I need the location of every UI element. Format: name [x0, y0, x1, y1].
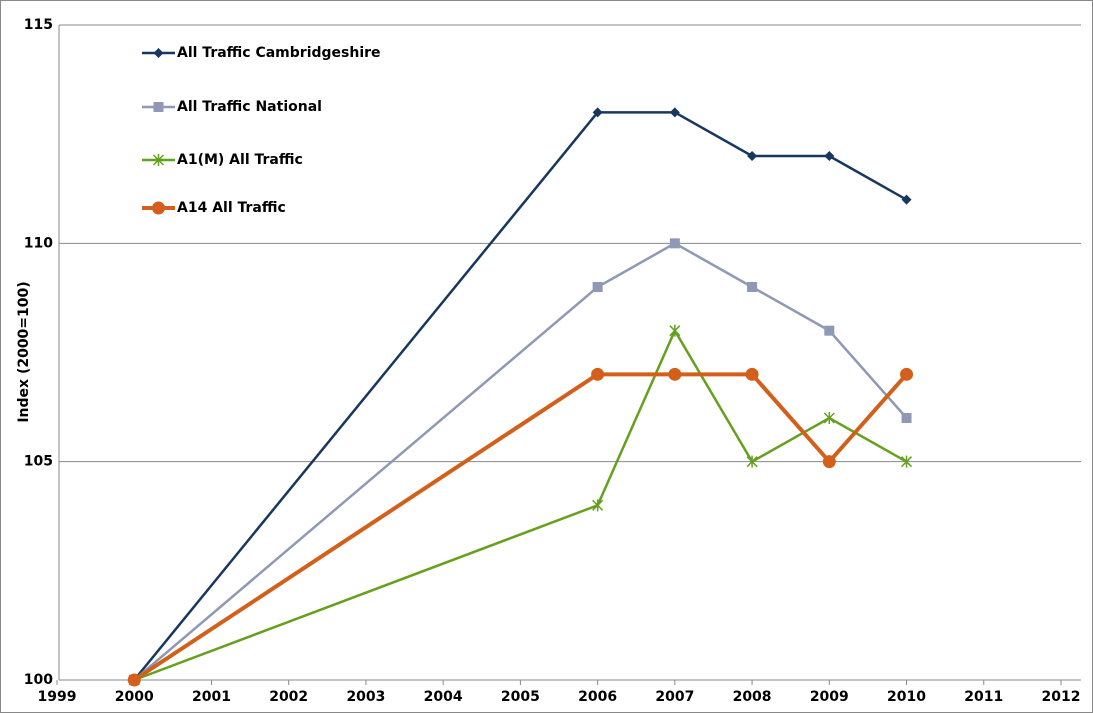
y-tick-label: 110 [24, 235, 53, 251]
marker [901, 455, 913, 468]
marker [669, 238, 680, 249]
marker [824, 151, 835, 161]
marker [591, 367, 605, 381]
marker [152, 201, 165, 215]
x-tick-label: 2008 [733, 689, 772, 705]
marker [669, 324, 681, 337]
marker [669, 107, 680, 118]
marker [592, 282, 603, 292]
marker [592, 499, 604, 512]
marker [901, 194, 912, 205]
marker [746, 455, 758, 468]
x-tick-label: 2006 [578, 689, 617, 705]
marker [823, 412, 835, 424]
marker [745, 367, 759, 381]
x-tick-label: 2004 [424, 689, 463, 705]
legend-label: A14 All Traffic [177, 200, 286, 216]
marker [900, 367, 914, 381]
legend-label: All Traffic Cambridgeshire [177, 45, 381, 61]
marker [152, 154, 165, 166]
x-tick-label: 2012 [1042, 689, 1081, 705]
marker [127, 673, 141, 687]
x-tick-label: 2007 [655, 689, 694, 705]
x-tick-label: 2000 [115, 689, 154, 705]
y-tick-label: 105 [24, 454, 53, 470]
x-tick-label: 2003 [346, 689, 385, 705]
x-tick-label: 2011 [964, 689, 1003, 705]
marker [901, 413, 912, 423]
series-line [133, 372, 909, 682]
marker [153, 48, 164, 58]
marker [747, 282, 758, 292]
series-line [133, 241, 908, 681]
x-tick-label: 2009 [810, 689, 849, 705]
x-tick-label: 2002 [269, 689, 308, 705]
marker [824, 325, 835, 336]
marker [822, 455, 836, 469]
x-tick-label: 1999 [38, 689, 77, 705]
y-tick-label: 115 [24, 17, 53, 33]
marker [747, 151, 758, 161]
y-tick-label: 100 [24, 672, 53, 688]
x-tick-label: 2005 [501, 689, 540, 705]
x-tick-label: 2001 [192, 689, 231, 705]
legend-label: All Traffic National [177, 99, 322, 115]
series-line [133, 111, 908, 681]
marker [592, 107, 603, 118]
series-line [133, 327, 908, 682]
x-tick-label: 2010 [887, 689, 926, 705]
y-axis-label: Index (2000=100) [16, 281, 32, 422]
legend-label: A1(M) All Traffic [177, 152, 303, 168]
marker [153, 102, 164, 112]
marker [668, 367, 682, 381]
